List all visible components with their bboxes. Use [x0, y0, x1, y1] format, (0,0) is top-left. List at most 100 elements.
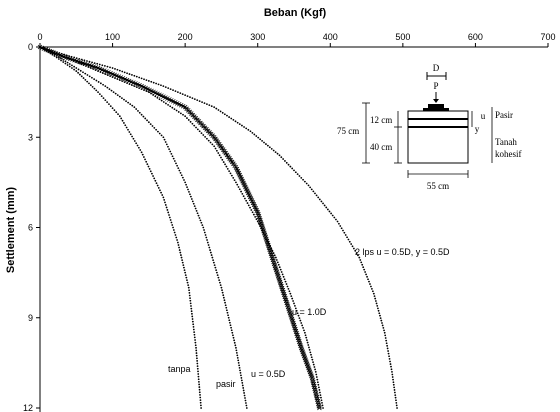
- data-point: [165, 143, 168, 146]
- data-point: [219, 110, 222, 113]
- data-point: [164, 141, 167, 143]
- data-point: [314, 192, 316, 195]
- data-point: [189, 120, 192, 123]
- data-point: [180, 256, 183, 259]
- data-point: [226, 167, 229, 170]
- data-point: [225, 306, 228, 309]
- data-point: [148, 168, 151, 170]
- x-tick-label: 500: [395, 32, 410, 42]
- data-point: [231, 331, 234, 334]
- data-point: [178, 249, 181, 251]
- data-point: [217, 276, 220, 279]
- data-point: [109, 66, 111, 69]
- data-point: [213, 106, 216, 109]
- data-point: [181, 261, 184, 264]
- data-point: [241, 124, 243, 127]
- data-point: [128, 131, 131, 133]
- data-point: [196, 128, 199, 131]
- data-point: [192, 202, 195, 205]
- data-point: [242, 389, 245, 392]
- data-point: [278, 266, 281, 269]
- data-point: [312, 361, 314, 364]
- data-point: [172, 229, 175, 231]
- data-point: [238, 188, 241, 191]
- data-point: [295, 309, 298, 312]
- data-point: [133, 85, 136, 88]
- data-point: [381, 322, 383, 324]
- data-point: [226, 114, 228, 117]
- data-point: [178, 169, 181, 172]
- data-point: [325, 206, 328, 209]
- data-point: [205, 236, 208, 239]
- data-point: [193, 333, 196, 336]
- data-point: [224, 304, 227, 307]
- data-point: [104, 73, 107, 75]
- data-point: [247, 204, 250, 207]
- data-point: [283, 278, 286, 281]
- data-point: [297, 314, 300, 317]
- data-point: [340, 227, 343, 230]
- data-point: [179, 92, 182, 95]
- data-point: [377, 309, 380, 312]
- data-point: [240, 379, 243, 382]
- data-point: [388, 357, 391, 360]
- data-point: [98, 63, 101, 66]
- data-point: [142, 115, 145, 118]
- data-point: [149, 123, 152, 125]
- data-point: [68, 63, 71, 65]
- data-point: [177, 111, 180, 113]
- data-point: [208, 104, 211, 107]
- data-point: [268, 146, 271, 149]
- data-point: [75, 67, 78, 69]
- data-point: [71, 67, 73, 69]
- data-point: [204, 135, 207, 138]
- data-point: [55, 56, 58, 59]
- data-point: [124, 124, 127, 127]
- data-point: [181, 93, 184, 96]
- data-point: [179, 171, 182, 174]
- data-point: [203, 229, 205, 231]
- y-tick-label: 0: [28, 42, 33, 52]
- data-point: [184, 115, 187, 118]
- data-point: [317, 196, 320, 199]
- x-tick-label: 200: [178, 32, 193, 42]
- data-point: [139, 149, 142, 151]
- data-point: [131, 104, 134, 107]
- data-point: [342, 229, 344, 232]
- data-point: [158, 132, 161, 135]
- data-point: [77, 68, 80, 71]
- x-tick-label: 300: [250, 32, 265, 42]
- data-point: [350, 243, 353, 245]
- data-point: [252, 213, 255, 216]
- data-point: [111, 67, 114, 69]
- data-point: [163, 199, 166, 201]
- data-point: [104, 85, 107, 88]
- data-point: [198, 391, 201, 394]
- data-point: [211, 256, 214, 259]
- inset-label-p: P: [433, 81, 438, 91]
- data-point: [62, 61, 65, 63]
- data-point: [84, 78, 87, 81]
- data-point: [198, 383, 201, 386]
- data-point: [125, 100, 127, 103]
- data-point: [240, 377, 243, 379]
- data-point: [167, 211, 170, 214]
- data-point: [190, 198, 193, 200]
- data-point: [396, 407, 398, 409]
- data-point: [144, 117, 147, 120]
- data-point: [121, 97, 123, 100]
- data-point: [120, 117, 123, 120]
- data-point: [162, 136, 165, 139]
- data-point: [53, 50, 56, 53]
- data-point: [388, 355, 390, 358]
- y-tick-label: 3: [28, 132, 33, 142]
- series-0: [39, 46, 203, 409]
- data-point: [191, 312, 193, 315]
- data-point: [102, 97, 105, 100]
- data-point: [132, 137, 135, 140]
- data-point: [368, 280, 370, 283]
- data-point: [160, 134, 163, 137]
- data-point: [227, 314, 229, 317]
- data-point: [382, 327, 385, 329]
- data-point: [392, 381, 395, 384]
